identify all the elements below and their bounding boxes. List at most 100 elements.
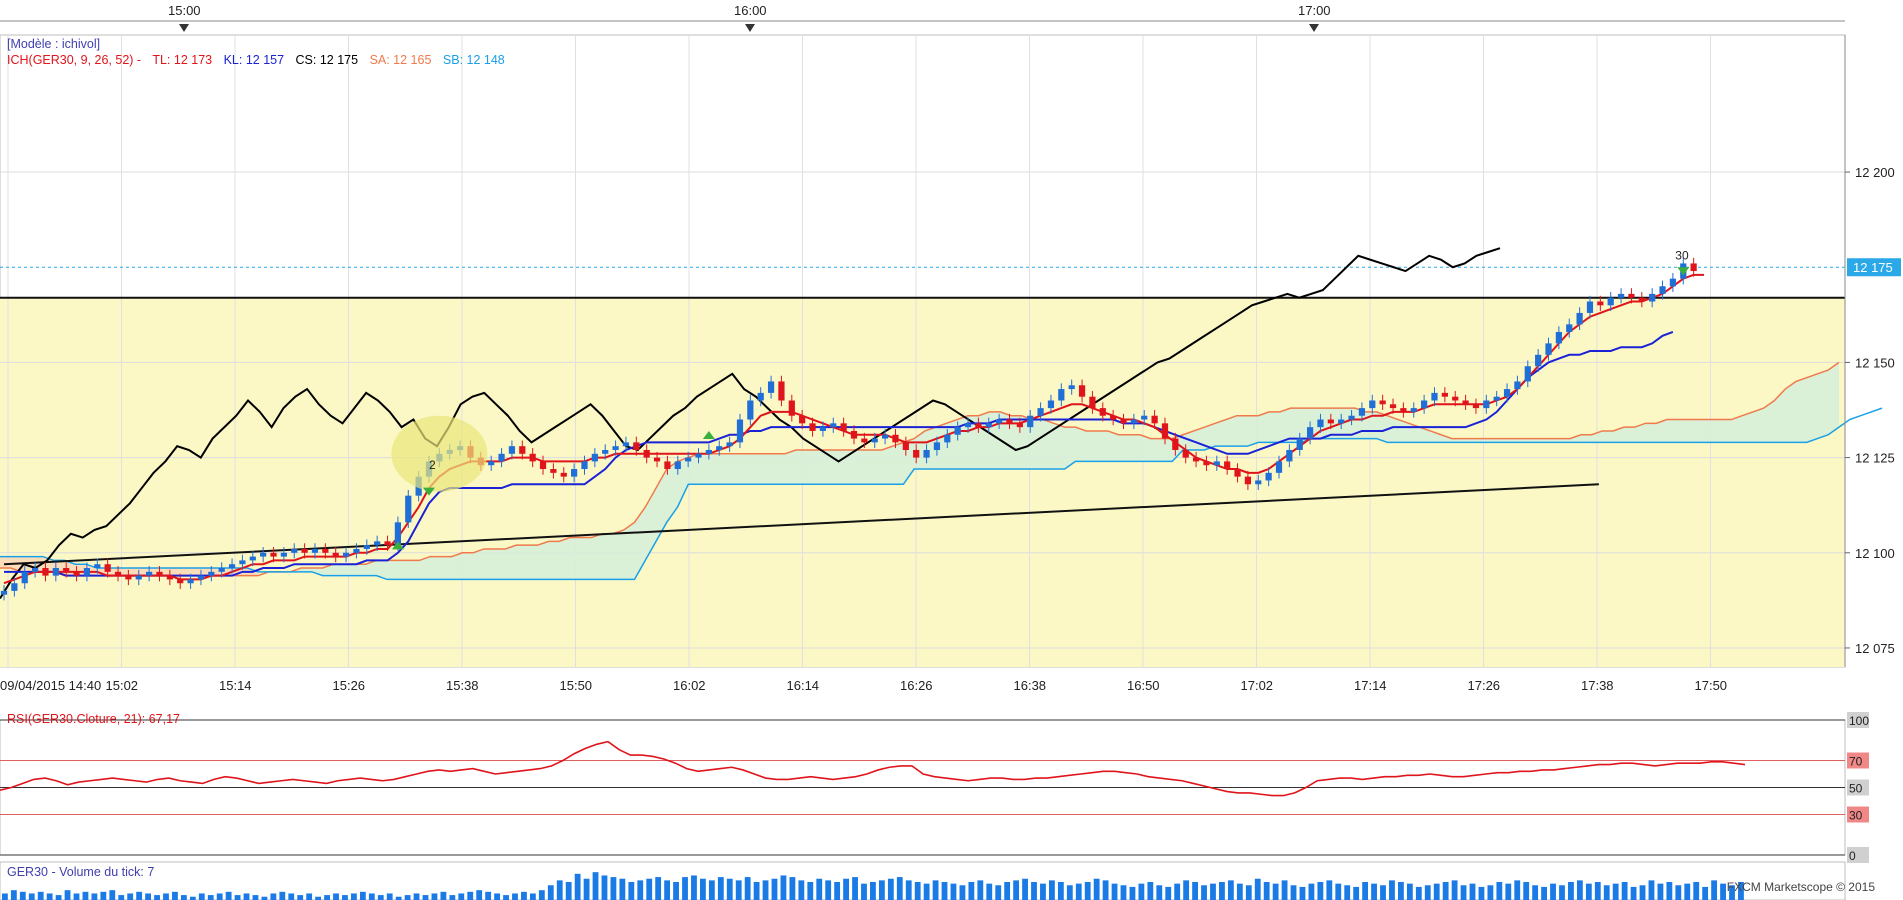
volume-bar-75 — [673, 882, 679, 900]
green-arrow-1 — [423, 487, 435, 496]
candle-body-157 — [1628, 293, 1635, 298]
volume-bar-27 — [243, 893, 250, 900]
rsi-line — [0, 740, 1746, 797]
candle-body-11 — [114, 571, 122, 576]
chikou-line — [0, 247, 1501, 599]
volume-bar-151 — [1353, 886, 1360, 900]
candle-body-101 — [1047, 400, 1055, 409]
time-label-1: 15:02 — [106, 678, 139, 693]
volume-bar-98 — [878, 880, 885, 900]
candle-body-80 — [830, 423, 837, 428]
volume-bar-179 — [1603, 885, 1610, 900]
volume-bar-154 — [1380, 885, 1386, 900]
volume-bar-156 — [1398, 882, 1404, 900]
volume-bar-191 — [1711, 880, 1718, 900]
volume-bar-190 — [1702, 886, 1709, 900]
candle-body-117 — [1213, 461, 1220, 466]
volume-bar-160 — [1433, 883, 1440, 900]
volume-bar-47 — [422, 895, 429, 900]
candle-body-12 — [125, 575, 132, 580]
volume-bar-146 — [1308, 883, 1315, 900]
volume-bar-6 — [55, 895, 62, 900]
volume-bar-17 — [154, 895, 160, 900]
volume-bar-116 — [1040, 883, 1046, 900]
ichimoku-legend: ICH(GER30, 9, 26, 52) - TL: 12 173 KL: 1… — [7, 53, 513, 67]
volume-bar-185 — [1657, 883, 1664, 900]
volume-bar-133 — [1192, 882, 1198, 900]
candle-body-59 — [612, 446, 619, 450]
tl-value: TL: 12 173 — [152, 53, 213, 67]
volume-bar-54 — [485, 891, 492, 900]
volume-bar-166 — [1487, 885, 1494, 900]
volume-bar-147 — [1317, 882, 1324, 900]
candle-body-65 — [674, 461, 681, 470]
volume-bar-152 — [1362, 882, 1369, 900]
volume-bar-7 — [64, 890, 71, 900]
candle-body-56 — [581, 461, 588, 470]
candle-body-67 — [695, 453, 702, 458]
volume-bar-68 — [610, 877, 617, 900]
volume-bar-106 — [950, 883, 957, 900]
candle-body-72 — [747, 400, 754, 420]
volume-bar-43 — [386, 893, 393, 900]
candle-body-87 — [902, 442, 909, 450]
volume-bar-140 — [1254, 878, 1261, 900]
candle-body-61 — [633, 442, 640, 450]
candle-body-125 — [1296, 438, 1303, 450]
volume-bar-22 — [198, 893, 205, 900]
candle-body-116 — [1203, 461, 1210, 466]
rsi-level-label-3: 70 — [1849, 755, 1863, 769]
candle-body-88 — [913, 449, 920, 458]
volume-bar-42 — [377, 895, 384, 900]
highlight-ellipse — [391, 415, 488, 492]
top-time-label-1: 16:00 — [734, 3, 767, 18]
volume-bar-29 — [261, 896, 268, 900]
green-arrow-2 — [391, 541, 404, 550]
volume-bar-13 — [118, 895, 125, 900]
volume-bar-169 — [1514, 880, 1521, 900]
price-x-axis: 09/04/2015 14:40 15:02 15:14 15:26 15:38 15:5… — [0, 678, 1727, 693]
volume-bar-181 — [1621, 882, 1628, 900]
volume-bar-78 — [700, 878, 706, 900]
candle-body-160 — [1659, 286, 1666, 294]
volume-bar-73 — [655, 877, 662, 900]
price-tick-label-3: 12 150 — [1855, 355, 1895, 370]
volume-bar-33 — [297, 895, 304, 900]
volume-bar-123 — [1102, 880, 1109, 900]
candle-body-74 — [767, 381, 775, 393]
kl-value: KL: 12 157 — [223, 53, 285, 67]
volume-bar-90 — [807, 882, 814, 900]
time-label-13: 17:26 — [1468, 678, 1501, 693]
volume-bar-37 — [333, 893, 339, 900]
volume-bar-178 — [1594, 882, 1601, 900]
candle-body-144 — [1493, 396, 1500, 401]
volume-bar-59 — [529, 893, 536, 900]
volume-bar-161 — [1442, 882, 1449, 900]
candle-body-122 — [1265, 472, 1272, 481]
volume-bar-130 — [1165, 886, 1172, 900]
volume-bar-118 — [1057, 882, 1064, 900]
volume-bar-15 — [136, 891, 143, 900]
candle-body-103 — [1068, 385, 1075, 390]
candle-body-78 — [809, 423, 816, 431]
candle-body-31 — [322, 548, 329, 553]
candle-body-135 — [1400, 408, 1407, 412]
senkou-b-line — [0, 407, 1883, 581]
time-label-10: 16:50 — [1127, 678, 1160, 693]
candle-body-143 — [1483, 400, 1490, 409]
candle-body-9 — [94, 564, 101, 569]
volume-bar-175 — [1568, 882, 1574, 900]
volume-bar-82 — [735, 880, 742, 900]
cloud-segment-25 — [268, 362, 1840, 580]
volume-bar-138 — [1236, 883, 1243, 900]
time-label-6: 16:02 — [673, 678, 706, 693]
rsi-level-tag-4 — [1847, 712, 1869, 728]
candle-body-30 — [311, 548, 319, 553]
candle-body-159 — [1649, 293, 1656, 302]
volume-bar-153 — [1371, 883, 1377, 900]
volume-bar-145 — [1299, 886, 1306, 900]
volume-bar-164 — [1469, 883, 1476, 900]
candle-body-95 — [985, 423, 992, 428]
volume-bar-167 — [1496, 882, 1503, 900]
volume-bar-38 — [342, 895, 348, 900]
